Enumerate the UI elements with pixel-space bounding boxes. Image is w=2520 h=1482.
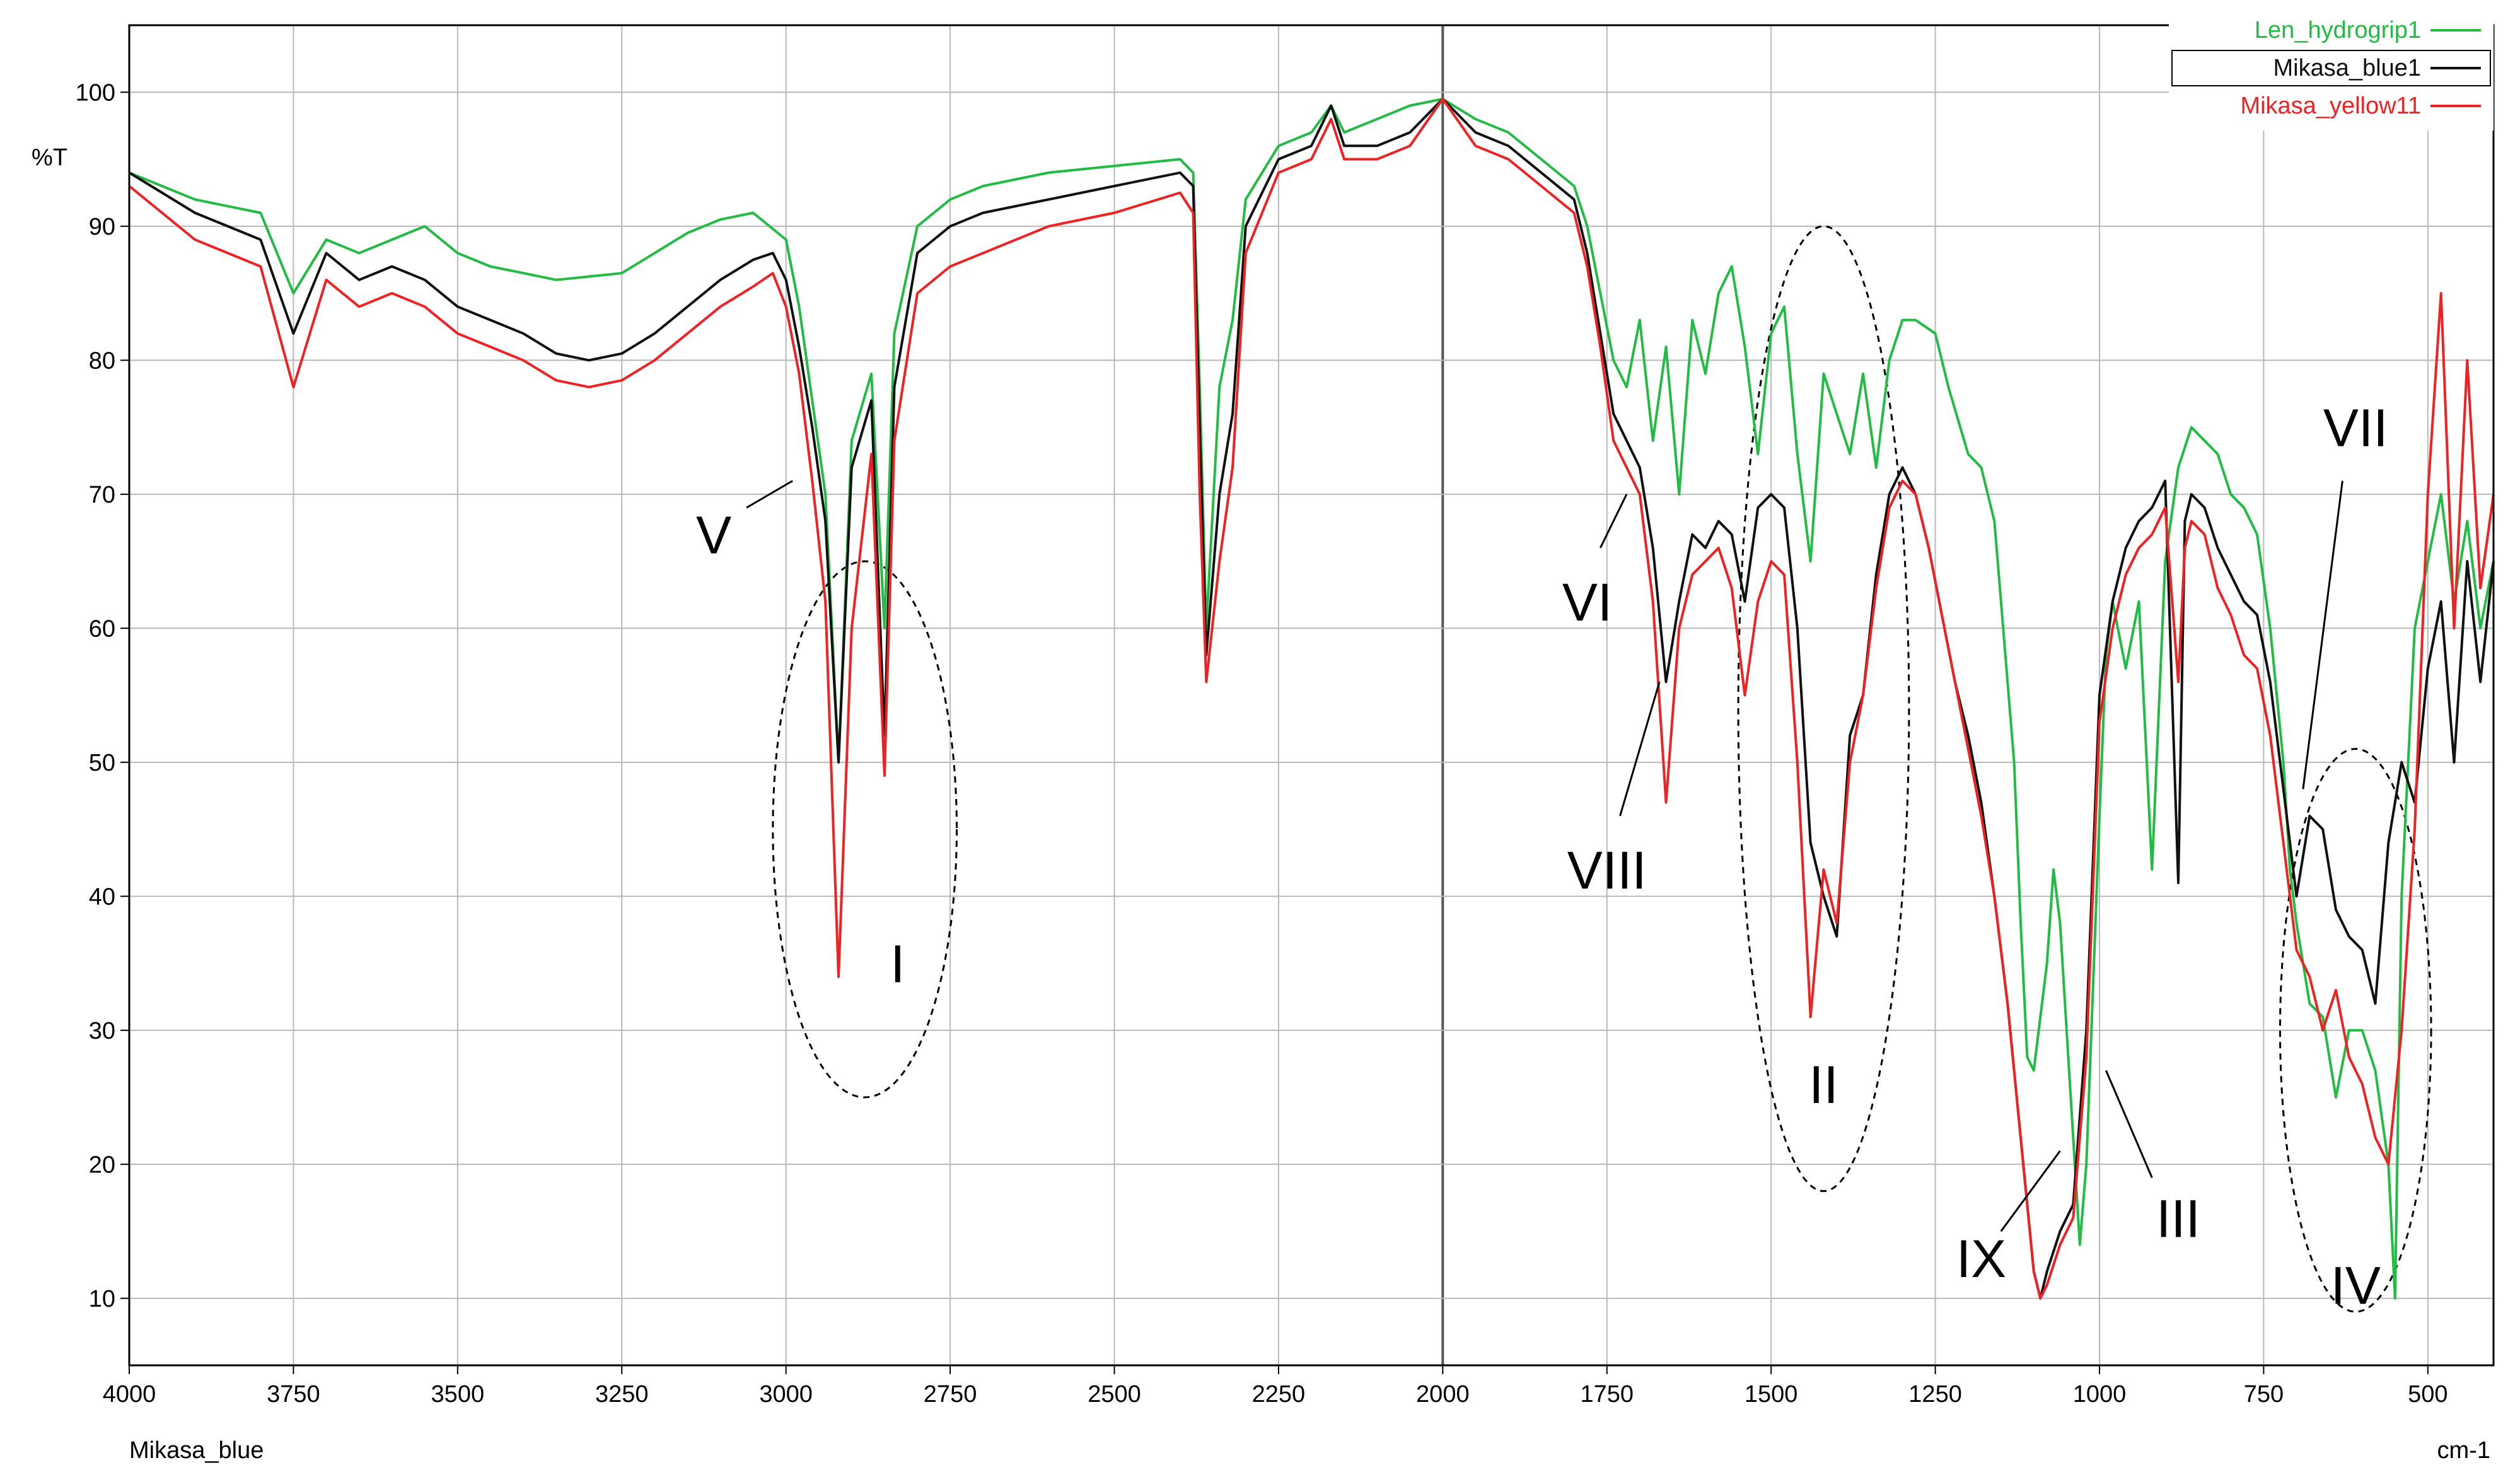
x-tick-label: 3250	[595, 1381, 649, 1408]
x-tick-label: 500	[2408, 1381, 2447, 1408]
annotation-label: IX	[1956, 1229, 2006, 1288]
x-tick-labels: 4000 3750 3500 3250 3000 2750 2500 2250 2000 1750…	[103, 1381, 2448, 1408]
y-tick-label: 30	[89, 1018, 115, 1044]
series-lines	[128, 97, 2495, 1300]
annotation-label: II	[1809, 1055, 1838, 1114]
x-tick-label: 3500	[431, 1381, 485, 1408]
annotation-label: VII	[2323, 399, 2388, 458]
y-tick-label: 10	[89, 1286, 115, 1312]
legend-label: Mikasa_blue1	[2273, 55, 2421, 81]
highlight-ellipse	[2279, 748, 2432, 1313]
legend-label: Mikasa_yellow11	[2240, 93, 2421, 119]
x-tick-label: 2250	[1252, 1381, 1306, 1408]
annotation-label: IV	[2331, 1256, 2381, 1316]
annotation-pointer	[746, 480, 793, 509]
annotation-pointer	[2105, 1070, 2153, 1179]
y-tick-label: 100	[76, 79, 115, 106]
x-tick-label: 4000	[103, 1381, 156, 1408]
x-axis-unit-label: cm-1	[2437, 1437, 2490, 1464]
y-tick-label: 90	[89, 214, 115, 240]
y-tick-label: 50	[89, 750, 115, 776]
x-tick-label: 2500	[1088, 1381, 1141, 1408]
annotation-label: VI	[1562, 573, 1612, 632]
annotation-pointer	[1619, 681, 1661, 817]
x-tick-label: 3750	[267, 1381, 320, 1408]
y-tick-labels: 10 20 30 40 50 60 70 80 90 100	[76, 79, 115, 1312]
x-tick-label: 2750	[924, 1381, 977, 1408]
highlight-ellipses	[772, 225, 2432, 1313]
y-tick-label: 60	[89, 616, 115, 642]
x-tick-label: 750	[2244, 1381, 2284, 1408]
x-tick-label: 2000	[1416, 1381, 1470, 1408]
legend-selected-box	[2171, 50, 2491, 86]
highlight-ellipse	[1737, 225, 1910, 1193]
plot-frame	[128, 24, 2495, 1367]
x-tick-label: 1750	[1580, 1381, 1634, 1408]
annotation-pointer	[2000, 1150, 2061, 1232]
x-tick-label: 1500	[1745, 1381, 1798, 1408]
x-tick-label: 1250	[1908, 1381, 1962, 1408]
y-tick-label: 40	[89, 884, 115, 910]
legend-background	[2169, 1, 2494, 131]
x-tick-label: 1000	[2073, 1381, 2127, 1408]
legend-label: Len_hydrogrip1	[2255, 17, 2421, 44]
y-tick-label: 80	[89, 347, 115, 374]
annotation-label: V	[696, 506, 731, 565]
y-tick-label: 70	[89, 482, 115, 508]
x-tick-label: 3000	[759, 1381, 813, 1408]
y-axis-label: %T	[32, 144, 67, 171]
annotation-label: VIII	[1567, 841, 1647, 900]
annotation-pointer	[1599, 494, 1628, 549]
y-tick-label: 20	[89, 1152, 115, 1178]
sample-caption: Mikasa_blue	[129, 1437, 264, 1464]
annotation-pointers	[746, 480, 2343, 1232]
annotation-label: I	[890, 935, 905, 994]
legend: Len_hydrogrip1 Mikasa_blue1 Mikasa_yellow1…	[2169, 1, 2494, 131]
annotation-pointer	[2302, 481, 2343, 790]
annotation-label: III	[2156, 1189, 2200, 1248]
series-line	[128, 97, 2495, 1300]
highlight-ellipse	[772, 560, 958, 1099]
series-line	[128, 97, 2495, 1300]
